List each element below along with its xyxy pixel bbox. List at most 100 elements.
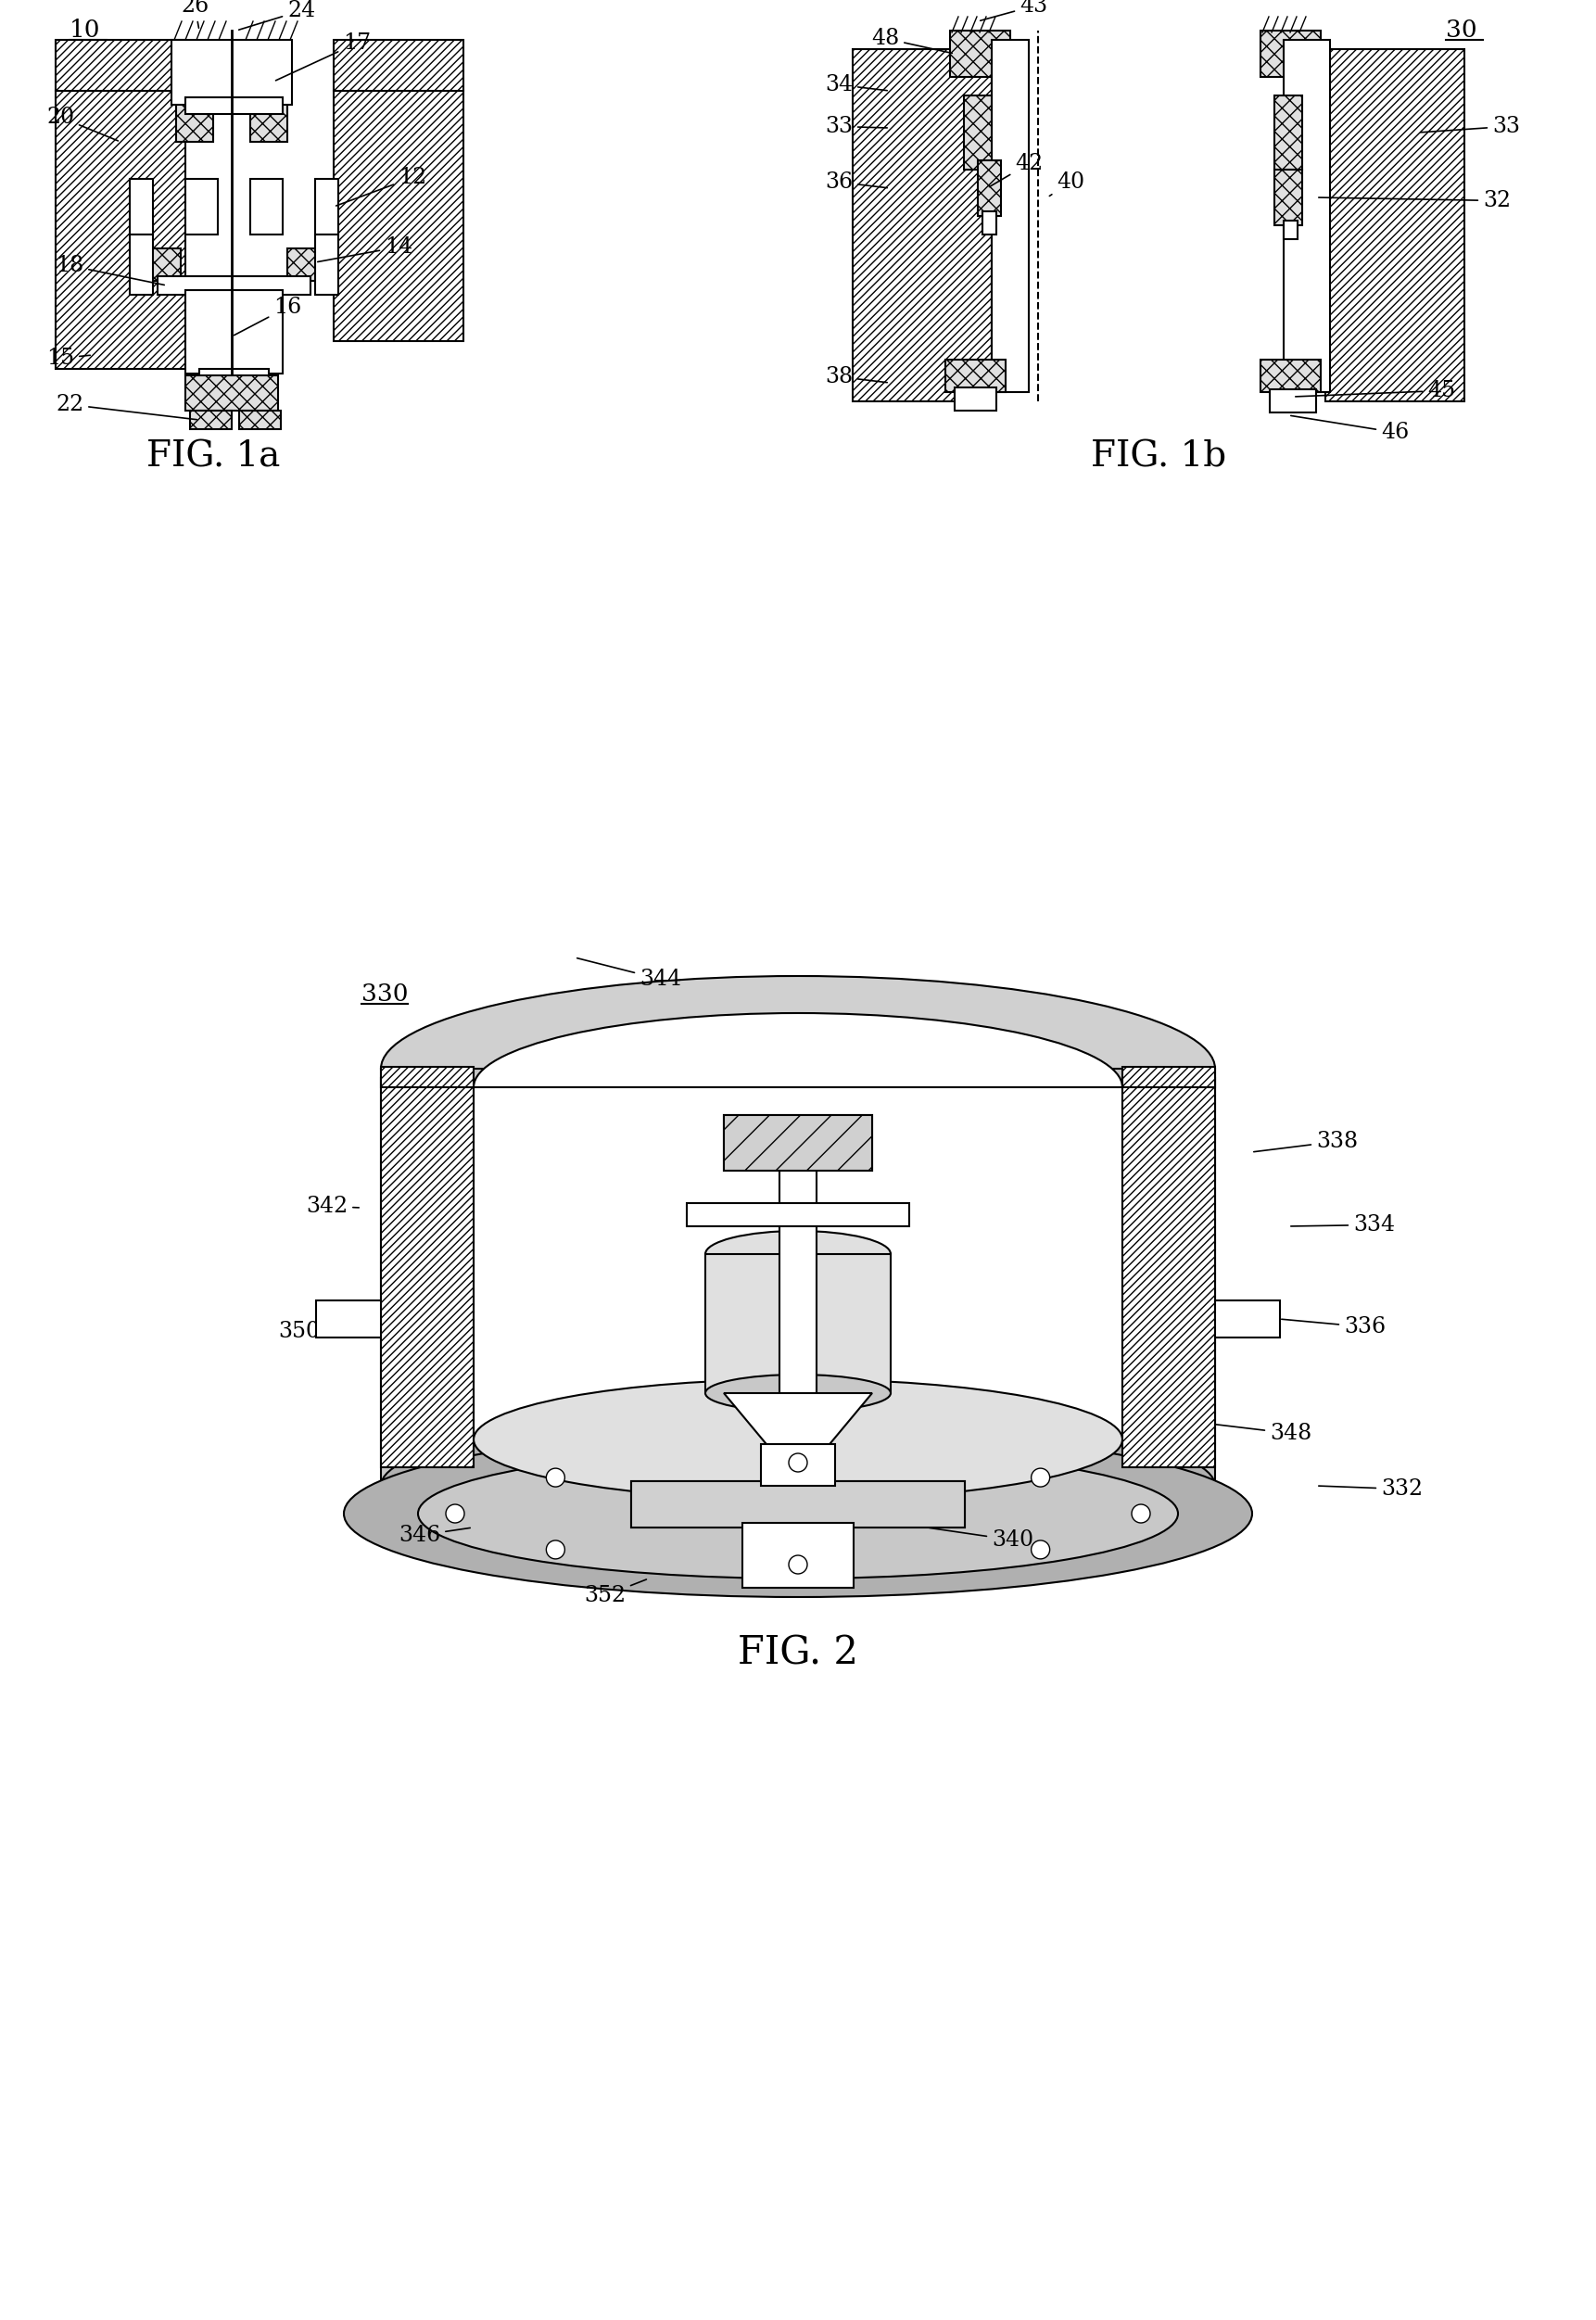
- Bar: [852, 49, 991, 401]
- Text: 338: 338: [1254, 1130, 1358, 1153]
- Circle shape: [788, 1452, 808, 1471]
- Bar: [1270, 390, 1317, 413]
- Bar: [381, 1070, 1215, 1485]
- Bar: [129, 179, 153, 234]
- Text: 33: 33: [1420, 116, 1519, 137]
- Text: 12: 12: [337, 167, 426, 206]
- Bar: [1274, 95, 1302, 169]
- Bar: [158, 276, 311, 295]
- Text: FIG. 2: FIG. 2: [737, 1633, 859, 1673]
- Text: 40: 40: [1050, 172, 1085, 195]
- Bar: [725, 1116, 871, 1172]
- Bar: [1261, 360, 1321, 392]
- Bar: [705, 1255, 891, 1392]
- Bar: [200, 369, 268, 383]
- Text: 346: 346: [399, 1524, 471, 1545]
- Bar: [144, 248, 180, 281]
- Bar: [1261, 30, 1321, 77]
- Bar: [316, 1302, 381, 1339]
- Bar: [314, 234, 338, 295]
- Polygon shape: [725, 1392, 871, 1448]
- Bar: [1122, 1067, 1215, 1088]
- Bar: [56, 90, 185, 369]
- Bar: [978, 160, 1001, 216]
- Ellipse shape: [705, 1373, 891, 1411]
- Circle shape: [1031, 1469, 1050, 1487]
- Ellipse shape: [381, 1411, 1215, 1559]
- Text: 14: 14: [318, 237, 413, 262]
- Text: 340: 340: [929, 1529, 1034, 1550]
- Text: 48: 48: [871, 28, 953, 53]
- Bar: [185, 376, 278, 411]
- Bar: [964, 95, 991, 169]
- Bar: [1274, 169, 1302, 225]
- Circle shape: [546, 1469, 565, 1487]
- Bar: [185, 179, 217, 234]
- Text: 20: 20: [46, 107, 118, 142]
- Text: 344: 344: [578, 958, 681, 991]
- Bar: [945, 360, 1005, 392]
- Bar: [983, 211, 996, 234]
- Text: 42: 42: [990, 153, 1042, 188]
- Text: 36: 36: [825, 172, 887, 193]
- Bar: [185, 97, 282, 114]
- Ellipse shape: [418, 1448, 1178, 1578]
- Bar: [1325, 49, 1465, 401]
- Bar: [334, 90, 463, 341]
- Bar: [334, 39, 463, 90]
- Text: 10: 10: [70, 19, 101, 42]
- Bar: [1283, 220, 1298, 239]
- Bar: [190, 411, 231, 429]
- Bar: [176, 95, 214, 142]
- Text: 15: 15: [46, 348, 89, 369]
- Bar: [251, 179, 282, 234]
- Text: 342: 342: [306, 1195, 359, 1218]
- Bar: [954, 387, 996, 411]
- Bar: [381, 1079, 474, 1466]
- Circle shape: [1132, 1503, 1151, 1522]
- Text: 26: 26: [180, 0, 209, 28]
- Bar: [1283, 39, 1329, 392]
- Bar: [381, 1067, 474, 1088]
- Text: 330: 330: [361, 984, 409, 1007]
- Ellipse shape: [343, 1429, 1253, 1596]
- Text: 30: 30: [1446, 19, 1476, 42]
- Text: 352: 352: [584, 1580, 646, 1605]
- Text: 16: 16: [235, 297, 302, 336]
- Bar: [129, 234, 153, 295]
- Bar: [314, 179, 338, 234]
- Text: 46: 46: [1291, 415, 1409, 443]
- Ellipse shape: [705, 1232, 891, 1278]
- Text: 336: 336: [1282, 1315, 1385, 1339]
- Bar: [251, 95, 287, 142]
- Bar: [185, 290, 282, 374]
- Bar: [779, 1134, 817, 1411]
- Bar: [686, 1204, 910, 1227]
- Circle shape: [445, 1503, 464, 1522]
- Ellipse shape: [381, 977, 1215, 1162]
- Bar: [1215, 1302, 1280, 1339]
- Text: 43: 43: [980, 0, 1047, 21]
- Bar: [239, 411, 281, 429]
- Text: FIG. 1a: FIG. 1a: [147, 441, 279, 473]
- Text: 22: 22: [56, 394, 196, 420]
- Text: 33: 33: [825, 116, 887, 137]
- Ellipse shape: [474, 1014, 1122, 1162]
- Bar: [742, 1522, 854, 1587]
- Bar: [752, 1527, 844, 1582]
- Bar: [287, 248, 324, 281]
- Bar: [474, 1088, 1122, 1438]
- Bar: [1122, 1079, 1215, 1466]
- Text: 334: 334: [1291, 1213, 1395, 1237]
- Bar: [725, 1116, 871, 1172]
- Text: FIG. 1b: FIG. 1b: [1090, 441, 1226, 473]
- Text: 17: 17: [276, 32, 370, 81]
- Bar: [56, 39, 185, 90]
- Text: 45: 45: [1296, 380, 1456, 401]
- Text: 38: 38: [825, 367, 887, 387]
- Bar: [630, 1480, 966, 1527]
- Text: 18: 18: [56, 255, 164, 285]
- Bar: [950, 30, 1010, 77]
- Circle shape: [546, 1540, 565, 1559]
- Text: 24: 24: [239, 0, 316, 30]
